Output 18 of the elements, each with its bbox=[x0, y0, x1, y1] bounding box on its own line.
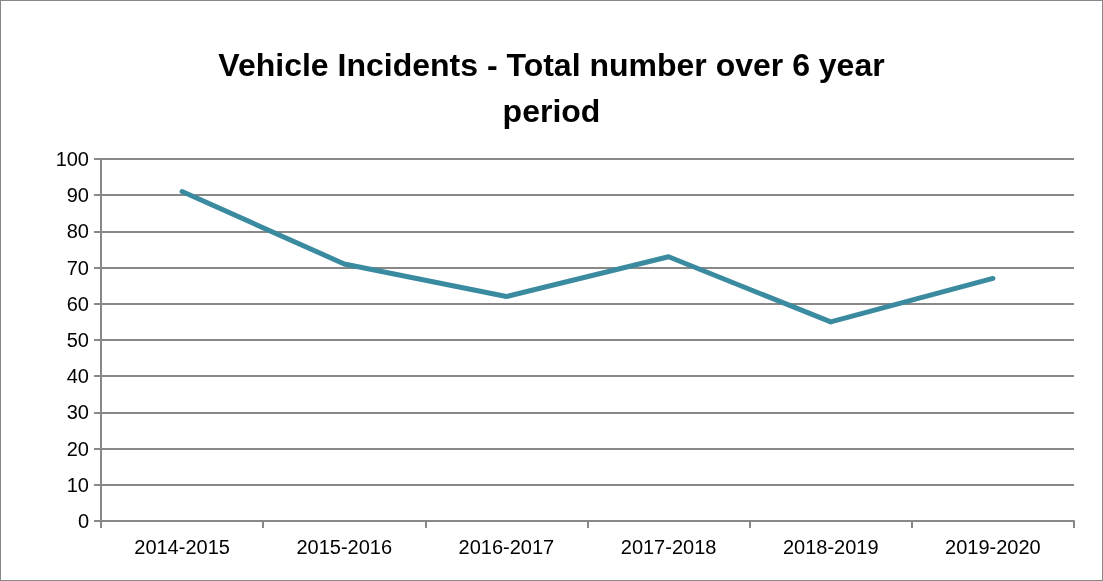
y-tick-label: 40 bbox=[66, 365, 89, 388]
y-tick-label: 80 bbox=[66, 220, 89, 243]
y-tick-label: 30 bbox=[66, 401, 89, 424]
y-tick-label: 10 bbox=[66, 473, 89, 496]
y-tick-label: 100 bbox=[55, 148, 89, 170]
y-tick-label: 70 bbox=[66, 256, 89, 279]
x-tick-label: 2019-2020 bbox=[945, 536, 1041, 558]
y-tick-label: 0 bbox=[77, 510, 89, 532]
x-tick-label: 2015-2016 bbox=[296, 536, 393, 558]
y-tick-label: 50 bbox=[66, 329, 89, 351]
y-tick-label: 20 bbox=[66, 437, 89, 460]
y-tick-label: 60 bbox=[66, 292, 89, 315]
x-tick-label: 2018-2019 bbox=[782, 536, 879, 558]
x-tick-label: 2014-2015 bbox=[134, 536, 230, 558]
y-tick-label: 90 bbox=[66, 184, 89, 207]
chart-title: Vehicle Incidents - Total number over 6 year period bbox=[218, 47, 885, 129]
x-tick-label: 2016-2017 bbox=[458, 536, 555, 558]
x-tick-label: 2017-2018 bbox=[620, 536, 717, 558]
